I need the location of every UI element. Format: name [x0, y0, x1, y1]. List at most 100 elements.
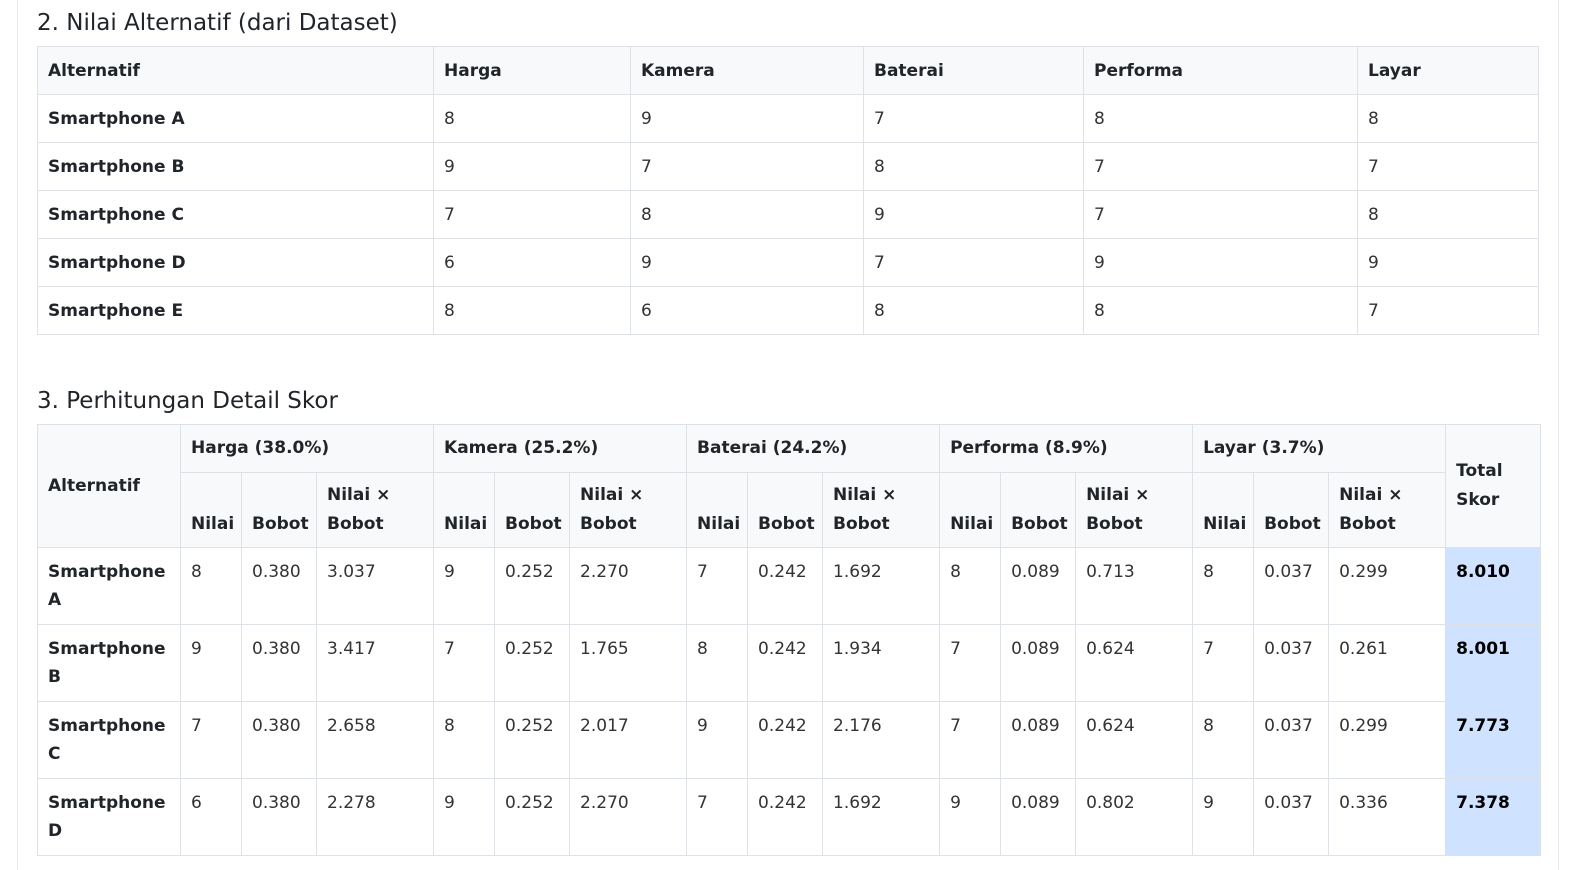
alternative-name-cell: Smartphone B: [37, 142, 434, 191]
value-cell: 9: [630, 238, 864, 287]
column-header: Kamera: [630, 46, 864, 95]
bobot-cell: 0.037: [1253, 778, 1330, 856]
value-cell: 7: [630, 142, 864, 191]
weighted-value-cell: 2.658: [315, 701, 435, 779]
alternative-header: Alternatif: [37, 424, 181, 548]
nilai-cell: 8: [433, 701, 496, 779]
alternative-name-cell: Smartphone A: [37, 94, 434, 143]
nilai-cell: 9: [686, 701, 749, 779]
value-cell: 7: [433, 190, 631, 239]
section-title-alternatives: 2. Nilai Alternatif (dari Dataset): [37, 10, 398, 36]
value-cell: 7: [1083, 142, 1358, 191]
weighted-value-cell: 0.299: [1328, 547, 1447, 625]
nilai-cell: 6: [180, 778, 242, 856]
score-detail-table: Alternatif Harga (38.0%) Kamera (25.2%) …: [37, 424, 1542, 856]
nilai-cell: 9: [433, 778, 496, 856]
value-cell: 7: [863, 238, 1084, 287]
section-title-score-detail: 3. Perhitungan Detail Skor: [37, 388, 338, 414]
total-score-cell: 7.773: [1445, 701, 1542, 779]
table-row: Smartphone C 7 0.380 2.658 8 0.252 2.017 9 0.242…: [37, 701, 1542, 779]
criterion-group-header: Performa (8.9%): [939, 424, 1194, 473]
value-cell: 8: [433, 286, 631, 335]
column-header: Performa: [1083, 46, 1358, 95]
value-cell: 7: [1083, 190, 1358, 239]
table-header-row: Alternatif Harga Kamera Baterai Performa…: [37, 46, 1539, 95]
table-row: Smartphone B 9 0.380 3.417 7 0.252 1.765 8 0.242…: [37, 624, 1542, 702]
sub-column-header: Nilai × Bobot: [569, 472, 688, 548]
weighted-value-cell: 1.765: [569, 624, 688, 702]
nilai-cell: 8: [1192, 547, 1255, 625]
bobot-cell: 0.380: [241, 547, 317, 625]
group-header-row: Alternatif Harga (38.0%) Kamera (25.2%) …: [37, 424, 1542, 548]
weighted-value-cell: 3.417: [315, 624, 435, 702]
total-score-header: Total Skor: [1445, 424, 1542, 548]
sub-column-header: Bobot: [1000, 472, 1077, 548]
total-score-cell: 8.001: [1445, 624, 1542, 702]
bobot-cell: 0.037: [1253, 547, 1330, 625]
alternative-name-cell: Smartphone B: [37, 624, 181, 702]
criterion-group-header: Harga (38.0%): [179, 424, 435, 473]
total-score-cell: 8.010: [1445, 547, 1542, 625]
weighted-value-cell: 2.270: [569, 547, 688, 625]
nilai-cell: 7: [686, 778, 749, 856]
bobot-cell: 0.252: [494, 701, 571, 779]
value-cell: 9: [863, 190, 1084, 239]
bobot-cell: 0.380: [241, 778, 317, 856]
value-cell: 6: [433, 238, 631, 287]
alternative-name-cell: Smartphone E: [37, 286, 434, 335]
value-cell: 9: [1083, 238, 1358, 287]
nilai-cell: 7: [180, 701, 242, 779]
bobot-cell: 0.252: [494, 547, 571, 625]
criterion-group-header: Layar (3.7%): [1192, 424, 1447, 473]
table-row: Smartphone A 8 0.380 3.037 9 0.252 2.270 7 0.242…: [37, 547, 1542, 625]
value-cell: 9: [433, 142, 631, 191]
nilai-cell: 7: [1192, 624, 1255, 702]
sub-column-header: Nilai × Bobot: [1075, 472, 1194, 548]
value-cell: 8: [1083, 286, 1358, 335]
nilai-cell: 8: [1192, 701, 1255, 779]
value-cell: 7: [863, 94, 1084, 143]
weighted-value-cell: 2.017: [569, 701, 688, 779]
nilai-cell: 9: [433, 547, 496, 625]
alternative-name-cell: Smartphone D: [37, 238, 434, 287]
column-header: Alternatif: [37, 46, 434, 95]
column-header: Baterai: [863, 46, 1084, 95]
value-cell: 8: [1357, 190, 1539, 239]
value-cell: 8: [433, 94, 631, 143]
sub-column-header: Bobot: [1253, 472, 1330, 548]
value-cell: 8: [863, 286, 1084, 335]
sub-column-header: Nilai: [686, 472, 749, 548]
value-cell: 7: [1357, 142, 1539, 191]
nilai-cell: 7: [939, 701, 1002, 779]
value-cell: 7: [1357, 286, 1539, 335]
bobot-cell: 0.089: [1000, 624, 1077, 702]
nilai-cell: 7: [686, 547, 749, 625]
bobot-cell: 0.380: [241, 701, 317, 779]
weighted-value-cell: 0.336: [1328, 778, 1447, 856]
weighted-value-cell: 2.270: [569, 778, 688, 856]
nilai-cell: 9: [1192, 778, 1255, 856]
weighted-value-cell: 2.278: [315, 778, 435, 856]
weighted-value-cell: 2.176: [822, 701, 941, 779]
sub-column-header: Nilai × Bobot: [1328, 472, 1447, 548]
value-cell: 8: [630, 190, 864, 239]
bobot-cell: 0.037: [1253, 701, 1330, 779]
bobot-cell: 0.242: [747, 624, 824, 702]
value-cell: 8: [1357, 94, 1539, 143]
weighted-value-cell: 3.037: [315, 547, 435, 625]
sub-column-header: Bobot: [241, 472, 317, 548]
sub-column-header: Nilai: [180, 472, 242, 548]
sub-column-header: Nilai × Bobot: [822, 472, 941, 548]
value-cell: 6: [630, 286, 864, 335]
weighted-value-cell: 0.261: [1328, 624, 1447, 702]
nilai-cell: 8: [180, 547, 242, 625]
alternatives-table: Alternatif Harga Kamera Baterai Performa…: [37, 46, 1539, 335]
nilai-cell: 7: [939, 624, 1002, 702]
nilai-cell: 7: [433, 624, 496, 702]
alternative-name-cell: Smartphone C: [37, 190, 434, 239]
bobot-cell: 0.242: [747, 701, 824, 779]
nilai-cell: 9: [180, 624, 242, 702]
